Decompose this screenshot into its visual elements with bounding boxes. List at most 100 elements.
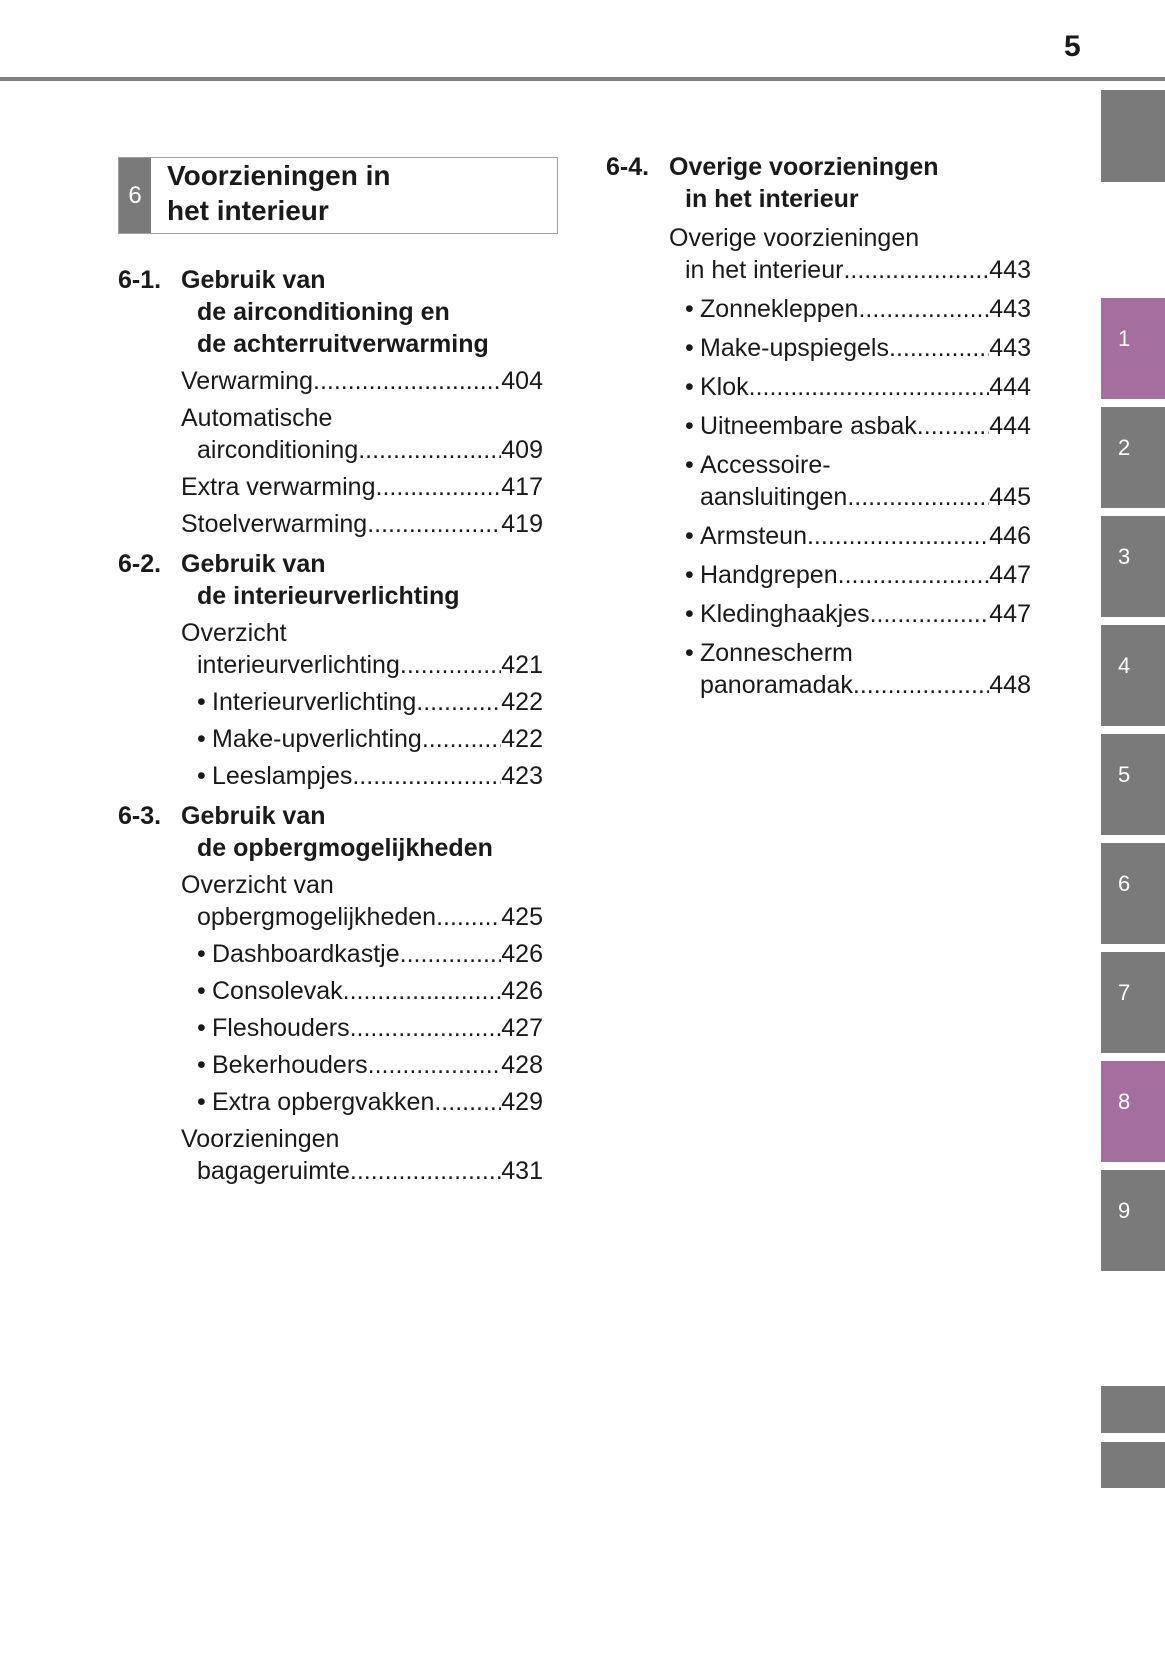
toc-entry[interactable]: •Accessoire-aansluitingen 445 bbox=[606, 449, 1031, 513]
page-ref[interactable]: 425 bbox=[501, 903, 543, 931]
entry-line: •Make-upverlichting 422 bbox=[197, 723, 543, 755]
bullet-icon: • bbox=[685, 373, 694, 401]
entry-line: •Make-upspiegels 443 bbox=[685, 332, 1031, 364]
page-ref[interactable]: 426 bbox=[501, 977, 543, 1005]
page-ref[interactable]: 447 bbox=[989, 561, 1031, 589]
toc-entry[interactable]: •Kledinghaakjes 447 bbox=[606, 598, 1031, 630]
page-ref[interactable]: 421 bbox=[501, 651, 543, 679]
page-ref[interactable]: 446 bbox=[989, 522, 1031, 550]
toc-entry[interactable]: Voorzieningen bagageruimte 431 bbox=[118, 1123, 543, 1187]
entry-line: •Kledinghaakjes 447 bbox=[685, 598, 1031, 630]
section-title-line: de achterruitverwarming bbox=[197, 330, 489, 358]
toc-entry[interactable]: •Handgrepen 447 bbox=[606, 559, 1031, 591]
bullet-icon: • bbox=[685, 561, 694, 589]
bullet-icon: • bbox=[197, 977, 206, 1005]
dot-leader bbox=[367, 508, 501, 540]
toc-entry[interactable]: •Leeslampjes 423 bbox=[118, 760, 543, 792]
toc-entry[interactable]: •Zonnekleppen 443 bbox=[606, 293, 1031, 325]
page-ref[interactable]: 447 bbox=[989, 600, 1031, 628]
entry-line: •Interieurverlichting 422 bbox=[197, 686, 543, 718]
page-ref[interactable]: 426 bbox=[501, 940, 543, 968]
entry-text: Automatische bbox=[181, 404, 333, 432]
page-ref[interactable]: 448 bbox=[989, 671, 1031, 699]
chapter-tab-8[interactable]: 8 bbox=[1101, 1061, 1165, 1162]
entry-line: Automatische bbox=[181, 402, 543, 434]
page-ref[interactable]: 428 bbox=[501, 1051, 543, 1079]
dot-leader bbox=[436, 901, 501, 933]
toc-entry[interactable]: Stoelverwarming 419 bbox=[118, 508, 543, 540]
dot-leader bbox=[847, 481, 989, 513]
entry-line: Verwarming 404 bbox=[181, 365, 543, 397]
chapter-tab-4[interactable]: 4 bbox=[1101, 625, 1165, 726]
chapter-tab-blank-10[interactable] bbox=[1101, 1386, 1165, 1433]
toc-entry[interactable]: •Dashboardkastje 426 bbox=[118, 938, 543, 970]
chapter-tab-9[interactable]: 9 bbox=[1101, 1170, 1165, 1271]
toc-entry[interactable]: •Klok 444 bbox=[606, 371, 1031, 403]
chapter-tab-6[interactable]: 6 bbox=[1101, 843, 1165, 944]
page-ref[interactable]: 422 bbox=[501, 725, 543, 753]
tab-label: 5 bbox=[1118, 762, 1131, 787]
chapter-tab-7[interactable]: 7 bbox=[1101, 952, 1165, 1053]
toc-entry[interactable]: •Extra opbergvakken 429 bbox=[118, 1086, 543, 1118]
chapter-tab-blank-11[interactable] bbox=[1101, 1442, 1165, 1488]
section-heading[interactable]: 6-3. Gebruik van de opbergmogelijkheden bbox=[118, 800, 543, 864]
page-ref[interactable]: 443 bbox=[989, 334, 1031, 362]
page-ref[interactable]: 431 bbox=[501, 1157, 543, 1185]
chapter-tab-2[interactable]: 2 bbox=[1101, 407, 1165, 508]
dot-leader bbox=[749, 371, 990, 403]
toc-entry[interactable]: Verwarming 404 bbox=[118, 365, 543, 397]
page-ref[interactable]: 417 bbox=[501, 473, 543, 501]
toc-entry[interactable]: •Uitneembare asbak 444 bbox=[606, 410, 1031, 442]
page-ref[interactable]: 429 bbox=[501, 1088, 543, 1116]
toc-entry[interactable]: •Armsteun 446 bbox=[606, 520, 1031, 552]
entry-text: in het interieur bbox=[685, 256, 844, 284]
entry-line: • Accessoire- bbox=[685, 449, 1031, 481]
toc-entry[interactable]: •Fleshouders 427 bbox=[118, 1012, 543, 1044]
section-heading[interactable]: 6-4. Overige voorzieningen in het interieu… bbox=[606, 151, 1031, 215]
bullet-icon: • bbox=[685, 412, 694, 440]
dot-leader bbox=[416, 686, 501, 718]
section-heading[interactable]: 6-2. Gebruik van de interieurverlichting bbox=[118, 548, 543, 612]
section-heading[interactable]: 6-1. Gebruik van de airconditioning en de a… bbox=[118, 264, 543, 360]
bullet-icon: • bbox=[197, 688, 206, 716]
page-ref[interactable]: 409 bbox=[501, 436, 543, 464]
page-ref[interactable]: 419 bbox=[501, 510, 543, 538]
page-ref[interactable]: 404 bbox=[501, 367, 543, 395]
dot-leader bbox=[870, 598, 990, 630]
page-ref[interactable]: 444 bbox=[989, 373, 1031, 401]
entry-line: •Armsteun 446 bbox=[685, 520, 1031, 552]
bullet-icon: • bbox=[685, 451, 694, 479]
page-ref[interactable]: 427 bbox=[501, 1014, 543, 1042]
toc-entry[interactable]: Extra verwarming 417 bbox=[118, 471, 543, 503]
chapter-tab-3[interactable]: 3 bbox=[1101, 516, 1165, 617]
chapter-tab-blank-0[interactable] bbox=[1101, 90, 1165, 182]
page-ref[interactable]: 444 bbox=[989, 412, 1031, 440]
dot-leader bbox=[343, 975, 502, 1007]
toc-entry[interactable]: •Make-upverlichting 422 bbox=[118, 723, 543, 755]
toc-entry[interactable]: •Make-upspiegels 443 bbox=[606, 332, 1031, 364]
toc-section: 6-2. Gebruik van de interieurverlichting Ov… bbox=[118, 548, 543, 792]
entry-text: Leeslampjes bbox=[212, 762, 353, 790]
bullet-icon: • bbox=[685, 639, 694, 667]
toc-entry[interactable]: •Interieurverlichting 422 bbox=[118, 686, 543, 718]
entry-line: Extra verwarming 417 bbox=[181, 471, 543, 503]
bullet-icon: • bbox=[685, 600, 694, 628]
page-ref[interactable]: 445 bbox=[989, 483, 1031, 511]
toc-entry[interactable]: •Consolevak 426 bbox=[118, 975, 543, 1007]
chapter-tab-1[interactable]: 1 bbox=[1101, 298, 1165, 399]
chapter-tab-5[interactable]: 5 bbox=[1101, 734, 1165, 835]
toc-entry[interactable]: •Bekerhouders 428 bbox=[118, 1049, 543, 1081]
section-title-line: Gebruik van bbox=[181, 550, 326, 578]
page-ref[interactable]: 422 bbox=[501, 688, 543, 716]
page-ref[interactable]: 443 bbox=[989, 256, 1031, 284]
entry-line: •Fleshouders 427 bbox=[197, 1012, 543, 1044]
chapter-title: Voorzieningen in het interieur bbox=[167, 158, 390, 228]
page-ref[interactable]: 443 bbox=[989, 295, 1031, 323]
page-ref[interactable]: 423 bbox=[501, 762, 543, 790]
entry-text: Voorzieningen bbox=[181, 1125, 340, 1153]
